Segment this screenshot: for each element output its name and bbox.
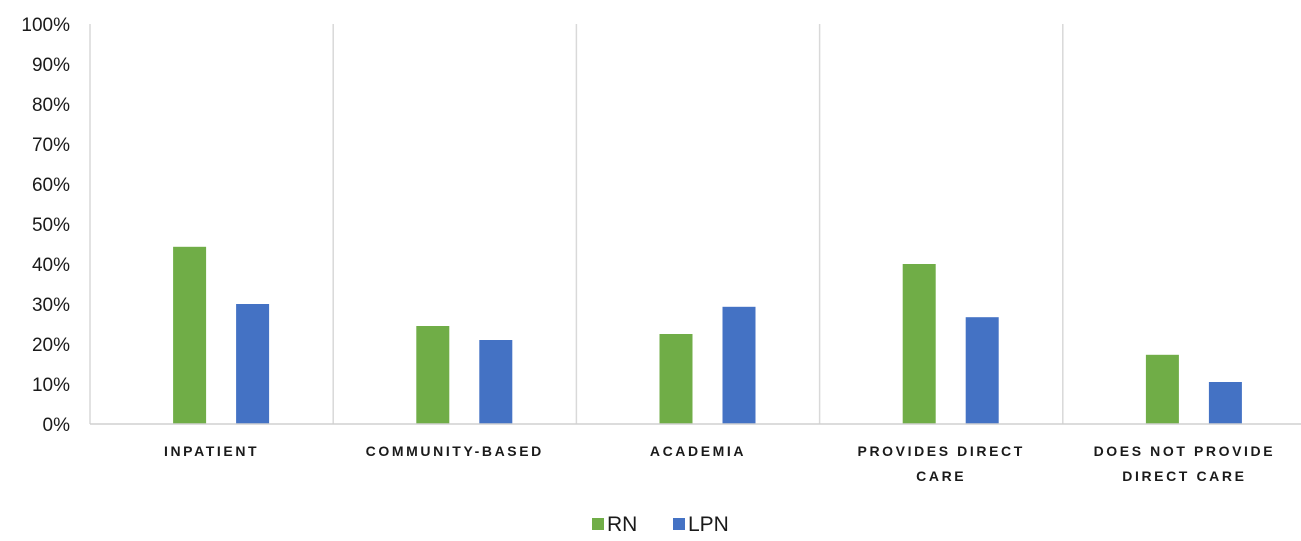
y-tick-label: 40% bbox=[32, 255, 70, 276]
x-tick-label: ACADEMIA bbox=[650, 443, 746, 459]
x-tick-label: COMMUNITY-BASED bbox=[366, 443, 544, 459]
bar-lpn-5 bbox=[1208, 382, 1242, 424]
x-tick-label: INPATIENT bbox=[164, 443, 259, 459]
y-tick-label: 90% bbox=[32, 55, 70, 76]
bar-lpn-2 bbox=[479, 340, 513, 424]
y-tick-label: 10% bbox=[32, 375, 70, 396]
legend-swatch-lpn bbox=[673, 518, 685, 530]
y-tick-label: 60% bbox=[32, 175, 70, 196]
bar-lpn-4 bbox=[965, 317, 999, 424]
legend-label-lpn: LPN bbox=[688, 513, 729, 536]
y-tick-label: 50% bbox=[32, 215, 70, 236]
legend: RN LPN bbox=[592, 513, 729, 536]
bar-rn-5 bbox=[1145, 354, 1179, 424]
bar-rn-1 bbox=[173, 246, 207, 424]
bar-lpn-3 bbox=[722, 306, 756, 424]
y-tick-label: 0% bbox=[43, 415, 71, 436]
bar-rn-3 bbox=[659, 334, 693, 424]
y-axis-ticks: 0% 10% 20% 30% 40% 50% 60% 70% 80% 90% 100% bbox=[21, 15, 70, 436]
x-tick-label: PROVIDES DIRECT CARE bbox=[858, 443, 1025, 484]
category-separators bbox=[89, 24, 1064, 424]
bar-lpn-1 bbox=[236, 304, 270, 424]
x-tick-label: DOES NOT PROVIDE DIRECT CARE bbox=[1094, 443, 1276, 484]
legend-swatch-rn bbox=[592, 518, 604, 530]
y-tick-label: 80% bbox=[32, 95, 70, 116]
y-tick-label: 20% bbox=[32, 335, 70, 356]
bars bbox=[173, 246, 1242, 424]
bar-rn-4 bbox=[902, 264, 936, 424]
y-tick-label: 70% bbox=[32, 135, 70, 156]
y-tick-label: 100% bbox=[21, 15, 70, 36]
legend-label-rn: RN bbox=[607, 513, 637, 536]
bar-rn-2 bbox=[416, 326, 450, 424]
x-axis-ticks: INPATIENT COMMUNITY-BASED ACADEMIA PROVIDES… bbox=[164, 443, 1276, 484]
y-tick-label: 30% bbox=[32, 295, 70, 316]
